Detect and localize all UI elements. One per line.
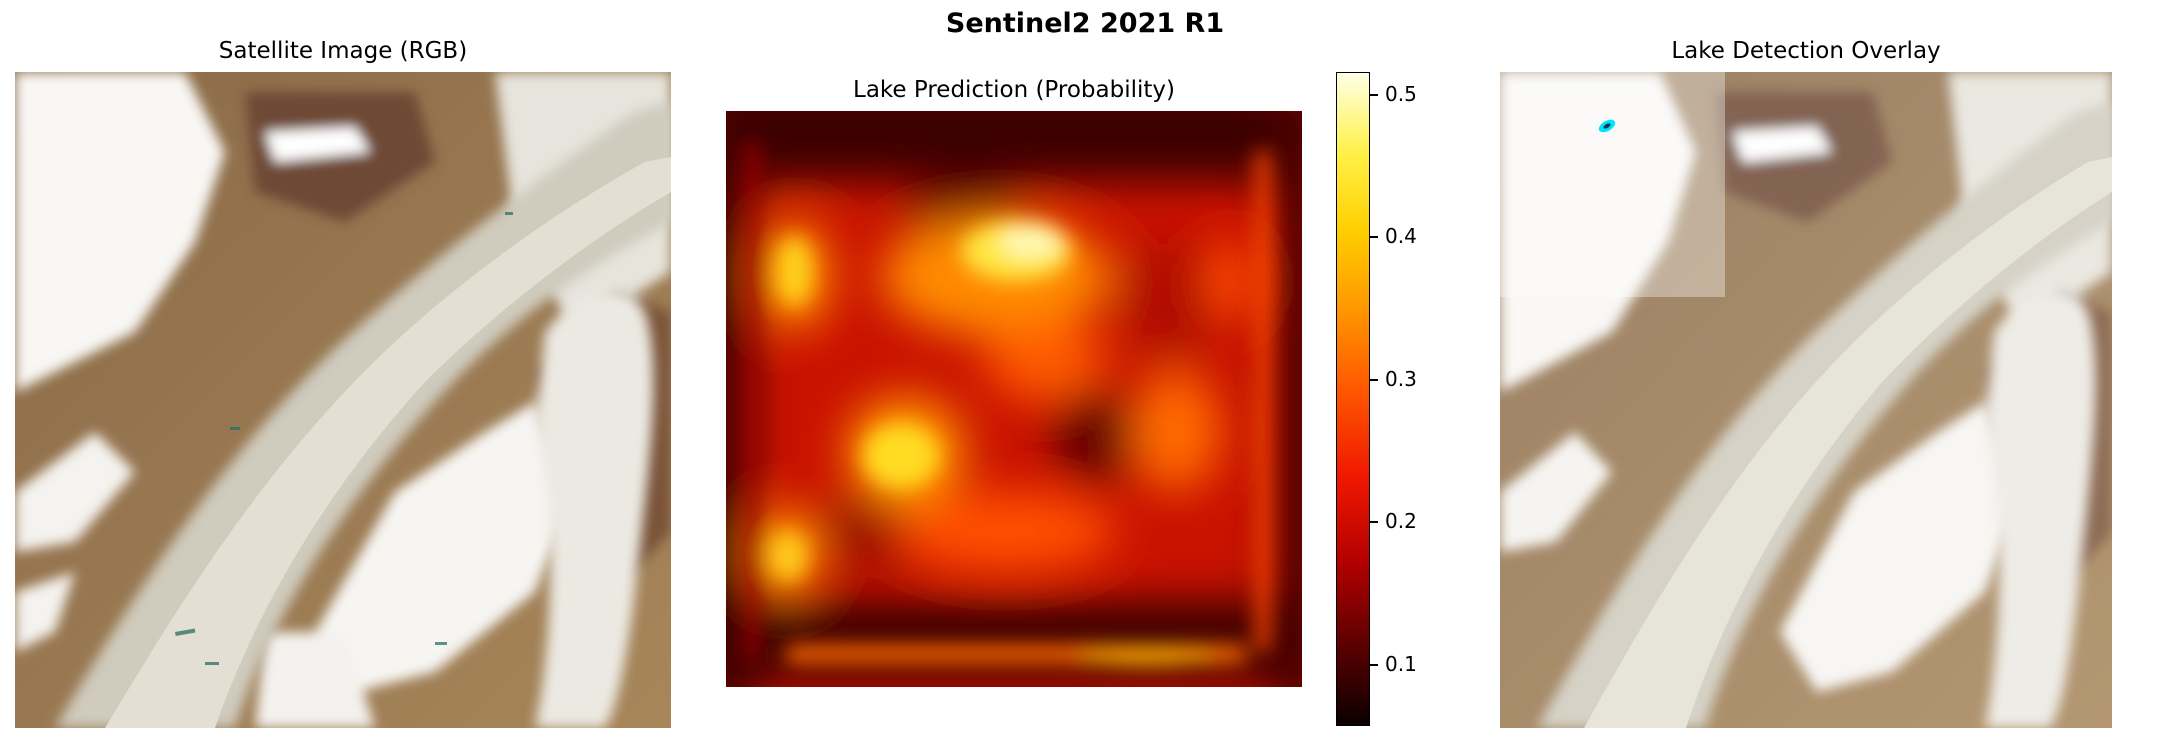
prediction-panel-title: Lake Prediction (Probability) (853, 77, 1175, 103)
overlay-panel-title: Lake Detection Overlay (1671, 38, 1941, 64)
satellite-image (15, 72, 671, 728)
colorbar-tick (1370, 379, 1378, 381)
colorbar-tick-label: 0.2 (1385, 509, 1417, 533)
colorbar-tick-label: 0.5 (1385, 82, 1417, 106)
probability-heatmap (726, 111, 1302, 687)
colorbar-tick (1370, 236, 1378, 238)
overlay-image (1500, 72, 2112, 728)
rgb-panel-title: Satellite Image (RGB) (218, 38, 468, 64)
colorbar-tick-label: 0.1 (1385, 652, 1417, 676)
colorbar-tick (1370, 94, 1378, 96)
colorbar-tick-label: 0.4 (1385, 224, 1417, 248)
figure-title: Sentinel2 2021 R1 (945, 8, 1225, 39)
colorbar (1336, 72, 1370, 726)
colorbar-tick-label: 0.3 (1385, 367, 1417, 391)
colorbar-tick (1370, 664, 1378, 666)
colorbar-tick (1370, 521, 1378, 523)
